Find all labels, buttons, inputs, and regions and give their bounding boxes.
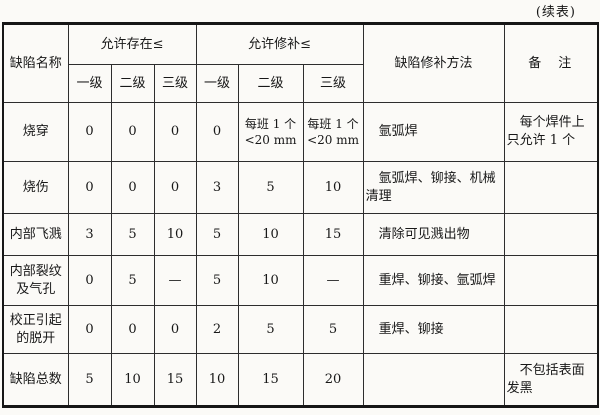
remark-cell	[503, 255, 599, 306]
remark-cell	[503, 213, 599, 256]
table-row-burn-damage: 烧伤 0 0 0 3 5 10 氩弧焊、铆接、机械 清理	[2, 161, 599, 214]
exist-l1-cell: 0	[67, 255, 112, 306]
header-repair-level-1: 一级	[195, 64, 239, 103]
repair-l1-cell: 5	[195, 255, 239, 306]
exist-l3-cell: 15	[153, 353, 197, 407]
header-remark: 备 注	[503, 23, 599, 103]
repair-l2-cell: 10	[237, 255, 304, 306]
table-row-internal-spatter: 内部飞溅 3 5 10 5 10 15 清除可见溅出物	[2, 213, 599, 256]
defect-name-cell: 烧穿	[2, 102, 69, 162]
repair-l1-cell: 3	[195, 161, 239, 214]
defect-name-cell: 校正引起 的脱开	[2, 305, 69, 354]
exist-l2-cell: 0	[110, 305, 155, 354]
repair-l3-cell: 20	[302, 353, 364, 407]
header-repair-method: 缺陷修补方法	[362, 23, 505, 103]
table-row-defect-total: 缺陷总数 5 10 15 10 15 20 不包括表面 发黑	[2, 353, 599, 407]
table-row-correction-detachment: 校正引起 的脱开 0 0 0 2 5 5 重焊、铆接	[2, 305, 599, 354]
repair-l2-cell: 10	[237, 213, 304, 256]
defect-name-cell: 内部飞溅	[2, 213, 69, 256]
header-exist-level-3: 三级	[153, 64, 197, 103]
repair-l3-cell: 10	[302, 161, 364, 214]
header-row-1: 缺陷名称 允许存在≤ 允许修补≤ 缺陷修补方法 备 注	[2, 23, 599, 103]
defect-name-cell: 缺陷总数	[2, 353, 69, 407]
header-exist-level-2: 二级	[110, 64, 155, 103]
repair-method-cell: 清除可见溅出物	[362, 213, 505, 256]
repair-l1-cell: 2	[195, 305, 239, 354]
exist-l3-cell: 0	[153, 102, 197, 162]
remark-cell: 每个焊件上 只允许 1 个	[503, 102, 599, 162]
repair-l3-cell: 15	[302, 213, 364, 256]
exist-l1-cell: 5	[67, 353, 112, 407]
repair-l3-cell: —	[302, 255, 364, 306]
repair-l3-cell: 每班 1 个 <20 mm	[302, 102, 364, 162]
exist-l3-cell: 10	[153, 213, 197, 256]
exist-l2-cell: 0	[110, 161, 155, 214]
repair-l2-cell: 15	[237, 353, 304, 407]
header-repair-level-2: 二级	[237, 64, 304, 103]
repair-l3-cell: 5	[302, 305, 364, 354]
defect-repair-table: 缺陷名称 允许存在≤ 允许修补≤ 缺陷修补方法 备 注 一级 二级 三级 一级 …	[2, 22, 600, 408]
table-row-burn-through: 烧穿 0 0 0 0 每班 1 个 <20 mm 每班 1 个 <20 mm 氩…	[2, 102, 599, 162]
repair-method-cell: 重焊、铆接	[362, 305, 505, 354]
repair-l1-cell: 10	[195, 353, 239, 407]
exist-l2-cell: 5	[110, 213, 155, 256]
remark-cell: 不包括表面 发黑	[503, 353, 599, 407]
remark-cell	[503, 305, 599, 354]
header-repair-level-3: 三级	[302, 64, 364, 103]
exist-l2-cell: 0	[110, 102, 155, 162]
exist-l1-cell: 3	[67, 213, 112, 256]
exist-l2-cell: 10	[110, 353, 155, 407]
exist-l1-cell: 0	[67, 161, 112, 214]
exist-l1-cell: 0	[67, 305, 112, 354]
repair-l2-cell: 5	[237, 305, 304, 354]
repair-method-cell: 氩弧焊、铆接、机械 清理	[362, 161, 505, 214]
header-allow-exist: 允许存在≤	[67, 23, 197, 65]
header-exist-level-1: 一级	[67, 64, 112, 103]
header-row-2: 一级 二级 三级 一级 二级 三级	[3, 64, 598, 103]
exist-l1-cell: 0	[67, 102, 112, 162]
header-allow-repair: 允许修补≤	[195, 23, 364, 65]
defect-name-cell: 内部裂纹 及气孔	[2, 255, 69, 306]
header-defect-name: 缺陷名称	[2, 23, 69, 103]
repair-method-cell	[362, 353, 505, 407]
exist-l3-cell: 0	[153, 161, 197, 214]
repair-method-cell: 重焊、铆接、氩弧焊	[362, 255, 505, 306]
continued-table-label: (续表)	[535, 5, 576, 20]
repair-l1-cell: 0	[195, 102, 239, 162]
exist-l3-cell: 0	[153, 305, 197, 354]
repair-l2-cell: 每班 1 个 <20 mm	[237, 102, 304, 162]
table-row-internal-cracks: 内部裂纹 及气孔 0 5 — 5 10 — 重焊、铆接、氩弧焊	[2, 255, 599, 306]
exist-l2-cell: 5	[110, 255, 155, 306]
repair-method-cell: 氩弧焊	[362, 102, 505, 162]
exist-l3-cell: —	[153, 255, 197, 306]
repair-l1-cell: 5	[195, 213, 239, 256]
defect-name-cell: 烧伤	[2, 161, 69, 214]
repair-l2-cell: 5	[237, 161, 304, 214]
remark-cell	[503, 161, 599, 214]
